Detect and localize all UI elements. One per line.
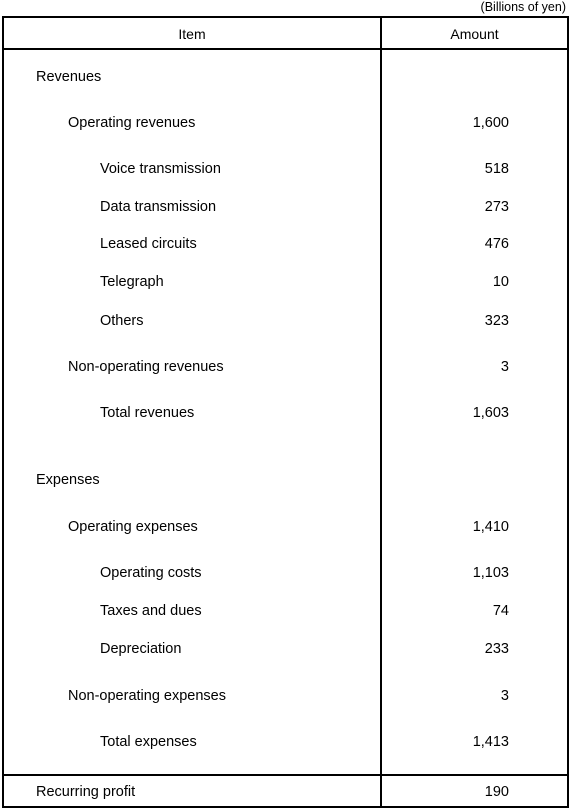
row-value-data-transmission: 273	[484, 199, 509, 215]
row-label-others: Others	[100, 313, 144, 329]
row-label-revenues: Revenues	[36, 69, 102, 85]
row-label-leased-circuits: Leased circuits	[100, 236, 197, 252]
row-label-telegraph: Telegraph	[100, 274, 164, 290]
row-value-telegraph: 10	[492, 274, 509, 290]
row-label-non-operating-revenues: Non-operating revenues	[68, 359, 224, 375]
row-value-operating-revenues: 1,600	[472, 115, 509, 131]
row-label-data-transmission: Data transmission	[100, 199, 217, 215]
row-label-non-operating-expenses: Non-operating expenses	[68, 688, 226, 704]
row-value-voice-transmission: 518	[484, 161, 509, 177]
row-value-non-operating-revenues: 3	[500, 359, 509, 375]
column-header-item: Item	[178, 26, 206, 42]
row-label-recurring-profit: Recurring profit	[36, 784, 136, 800]
row-value-total-revenues: 1,603	[472, 405, 509, 421]
row-value-leased-circuits: 476	[484, 236, 509, 252]
column-divider	[380, 18, 382, 806]
footer-divider	[4, 774, 567, 776]
row-label-operating-costs: Operating costs	[100, 565, 202, 581]
row-value-total-expenses: 1,413	[472, 734, 509, 750]
row-label-depreciation: Depreciation	[100, 641, 182, 657]
row-label-operating-revenues: Operating revenues	[68, 115, 196, 131]
row-value-recurring-profit: 190	[484, 784, 509, 800]
row-value-taxes-and-dues: 74	[492, 603, 509, 619]
row-value-non-operating-expenses: 3	[500, 688, 509, 704]
column-header-amount: Amount	[450, 26, 499, 42]
row-label-total-revenues: Total revenues	[100, 405, 195, 421]
row-value-operating-expenses: 1,410	[472, 519, 509, 535]
header-divider	[4, 48, 567, 50]
row-label-total-expenses: Total expenses	[100, 734, 197, 750]
row-value-depreciation: 233	[484, 641, 509, 657]
row-value-others: 323	[484, 313, 509, 329]
revenue-expense-table: Item Amount Revenues Operating revenues …	[2, 16, 569, 808]
unit-note: (Billions of yen)	[480, 0, 566, 14]
row-label-taxes-and-dues: Taxes and dues	[100, 603, 202, 619]
row-label-expenses: Expenses	[36, 472, 100, 488]
row-value-operating-costs: 1,103	[472, 565, 509, 581]
row-label-operating-expenses: Operating expenses	[68, 519, 198, 535]
row-label-voice-transmission: Voice transmission	[100, 161, 221, 177]
